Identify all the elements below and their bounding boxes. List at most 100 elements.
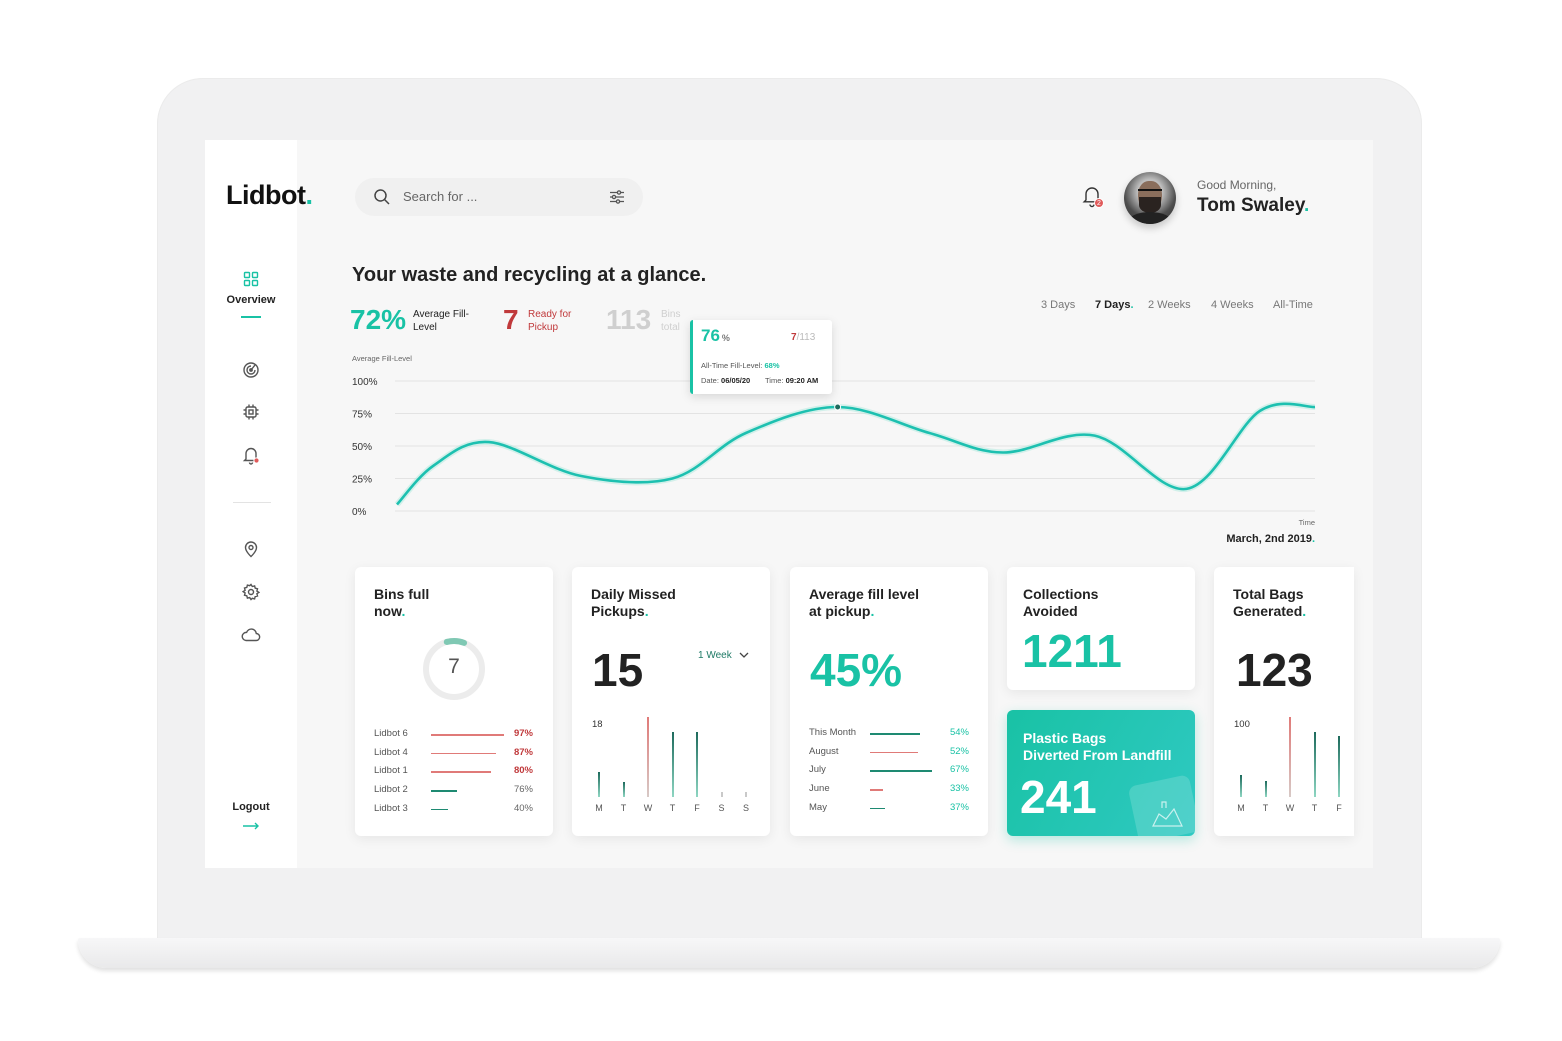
- radar-icon: [243, 362, 259, 378]
- list-item-label: June: [809, 783, 830, 795]
- app-screen: Lidbot. Overview Logout: [205, 140, 1373, 868]
- collections-value: 1211: [1022, 625, 1122, 677]
- ring-progress: [423, 638, 485, 700]
- list-item-bar: [870, 789, 883, 791]
- list-item-label: Lidbot 1: [374, 765, 408, 777]
- list-item-bar: [870, 733, 920, 735]
- location-pin-icon: [244, 541, 258, 558]
- list-item-value: 80%: [513, 765, 533, 777]
- y-tick-label: 0%: [352, 507, 367, 518]
- bar: [1338, 736, 1340, 797]
- list-item-label: July: [809, 764, 826, 776]
- range-4-weeks[interactable]: 4 Weeks: [1211, 299, 1254, 311]
- card-title: Average fill level at pickup.: [809, 586, 919, 619]
- tooltip-alltime: All-Time Fill-Level: 68%: [701, 361, 780, 370]
- y-tick-label: 75%: [352, 410, 372, 421]
- list-item-bar: [431, 771, 491, 773]
- sidebar-item-devices[interactable]: [205, 403, 297, 421]
- bins-full-ring: [423, 638, 485, 700]
- list-item-bar: [431, 752, 497, 755]
- card-title: Bins full now.: [374, 586, 430, 619]
- gear-icon: [242, 583, 260, 601]
- x-axis-label: Time: [1299, 518, 1315, 527]
- range-2-weeks[interactable]: 2 Weeks: [1148, 299, 1191, 311]
- x-tick-label: T: [620, 803, 627, 813]
- y-axis-label: Average Fill-Level: [352, 354, 412, 363]
- bar: [696, 732, 698, 797]
- avatar[interactable]: [1124, 172, 1176, 224]
- search-bar[interactable]: [355, 178, 643, 216]
- list-item-label: Lidbot 4: [374, 746, 408, 758]
- period-dropdown[interactable]: 1 Week: [698, 650, 749, 661]
- landfill-icon: [1129, 775, 1195, 836]
- list-item-value: 37%: [949, 801, 969, 813]
- avg-fill-card[interactable]: Average fill level at pickup. 45% This Mo…: [790, 567, 988, 836]
- sidebar-item-label: Overview: [226, 294, 276, 306]
- notifications-button[interactable]: 2: [1082, 184, 1104, 213]
- list-item-bar: [431, 790, 458, 792]
- avatar-glasses: [1138, 189, 1162, 195]
- logout-button[interactable]: Logout: [205, 801, 297, 830]
- card-title: Daily Missed Pickups.: [591, 586, 676, 619]
- y-tick-label: 100%: [352, 377, 378, 388]
- total-bags-card[interactable]: Total Bags Generated. 123 100 M T W T F: [1214, 567, 1354, 836]
- sidebar-divider: [233, 502, 271, 503]
- bar: [598, 772, 600, 797]
- x-tick-label: W: [643, 803, 653, 813]
- sidebar-item-cloud[interactable]: [205, 627, 297, 643]
- range-3-days[interactable]: 3 Days: [1041, 299, 1076, 311]
- search-input[interactable]: [403, 189, 593, 204]
- x-tick-label: F: [1336, 803, 1342, 813]
- bins-full-card[interactable]: Bins full now. 7 Lidbot 6 97% Lidbot 4 87% Li…: [355, 567, 553, 836]
- list-item-value: 67%: [949, 764, 969, 776]
- laptop-base: [78, 938, 1500, 968]
- tooltip-value: 76%: [701, 326, 730, 345]
- sidebar-item-overview[interactable]: Overview: [205, 271, 297, 318]
- y-tick-label: 50%: [352, 442, 372, 453]
- bar: [745, 792, 747, 797]
- plastic-bags-card[interactable]: Plastic Bags Diverted From Landfill 241: [1007, 710, 1195, 836]
- list-item-value: 97%: [513, 728, 533, 739]
- main-content: 2 Good Morning, Tom Swaley. Your waste a…: [297, 140, 1373, 868]
- kpi-ready-value: 7: [503, 304, 519, 335]
- arrow-right-icon: [243, 822, 259, 830]
- chevron-down-icon: [739, 652, 748, 658]
- tooltip-ready: 7/113: [791, 332, 816, 343]
- missed-pickups-card[interactable]: Daily Missed Pickups. 15 1 Week 18 M T W T F S…: [572, 567, 770, 836]
- tooltip-date: Date: 06/05/20: [701, 376, 751, 385]
- bar: [622, 782, 625, 797]
- x-tick-label: F: [694, 803, 700, 813]
- x-tick-label: W: [1285, 803, 1295, 813]
- avg-fill-value: 45%: [810, 644, 903, 696]
- x-tick-label: T: [669, 803, 676, 813]
- brand-logo[interactable]: Lidbot.: [226, 180, 313, 210]
- y-tick-label: 25%: [352, 475, 372, 486]
- filter-sliders-icon[interactable]: [609, 190, 625, 204]
- search-icon: [374, 189, 390, 205]
- chip-icon: [243, 404, 259, 420]
- sidebar-item-alerts[interactable]: [205, 445, 297, 465]
- range-all-time[interactable]: All-Time: [1273, 299, 1313, 311]
- x-tick-label: S: [742, 803, 749, 813]
- list-item-value: 87%: [513, 746, 533, 758]
- kpi-total-value: 113: [606, 304, 652, 335]
- chart-date: March, 2nd 2019.: [1226, 533, 1315, 545]
- greeting-text: Good Morning,: [1197, 178, 1277, 192]
- tooltip-time: Time: 09:20 AM: [765, 376, 819, 385]
- sidebar-item-settings[interactable]: [205, 583, 297, 601]
- collections-avoided-card[interactable]: Collections Avoided 1211: [1007, 567, 1195, 690]
- list-item-label: Lidbot 6: [374, 728, 408, 739]
- list-item-label: August: [809, 745, 839, 757]
- active-indicator: [241, 316, 261, 318]
- fill-level-line-chart: Average Fill-Level 100% 75% 50% 25% 0% Time Mar…: [352, 354, 1316, 545]
- range-7-days[interactable]: 7 Days.: [1095, 299, 1134, 311]
- user-name: Tom Swaley.: [1197, 195, 1310, 216]
- sidebar-item-radar[interactable]: [205, 361, 297, 379]
- list-item-label: Lidbot 2: [374, 784, 408, 796]
- cloud-icon: [241, 628, 261, 642]
- x-tick-label: T: [1262, 803, 1269, 813]
- avatar-shirt: [1128, 212, 1172, 224]
- kpi-fill-value: 72%: [350, 304, 407, 335]
- chart-tooltip: 76% 7/113 All-Time Fill-Level: 68% Date:…: [690, 320, 832, 394]
- sidebar-item-locations[interactable]: [205, 540, 297, 558]
